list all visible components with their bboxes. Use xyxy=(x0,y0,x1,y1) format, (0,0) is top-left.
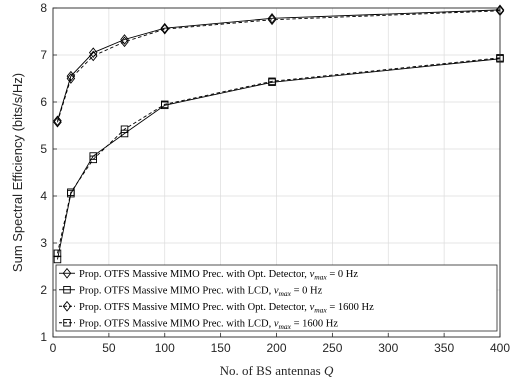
data-point-square xyxy=(120,125,129,134)
series-line xyxy=(57,58,501,260)
legend-marker-square xyxy=(63,319,71,327)
y-tick-label: 8 xyxy=(40,1,47,15)
data-point-diamond xyxy=(53,116,62,128)
data-point-diamond xyxy=(267,14,277,26)
x-axis-label: No. of BS antennas Q xyxy=(220,363,334,378)
x-tick-label: 50 xyxy=(102,341,116,355)
series-layer xyxy=(53,4,505,264)
x-tick-label: 200 xyxy=(266,341,286,355)
x-axis-label-main: No. of BS antennas xyxy=(220,363,324,378)
data-point-diamond xyxy=(66,73,76,84)
data-point-diamond xyxy=(160,23,170,35)
data-point-diamond xyxy=(120,34,129,45)
data-point-diamond xyxy=(88,50,98,62)
y-tick-label: 1 xyxy=(40,330,47,344)
data-point-square xyxy=(53,255,62,264)
y-axis-label: Sum Spectral Efficiency (bits/s/Hz) xyxy=(10,73,25,272)
data-point-diamond xyxy=(120,36,129,48)
data-point-diamond xyxy=(88,47,98,58)
legend-label: Prop. OTFS Massive MIMO Prec. with Opt. … xyxy=(79,269,358,282)
x-tick-label: 0 xyxy=(50,341,57,355)
legend-entry-2: Prop. OTFS Massive MIMO Prec. with LCD, … xyxy=(59,286,323,299)
legend-label: Prop. OTFS Massive MIMO Prec. with Opt. … xyxy=(79,302,374,315)
legend-label: Prop. OTFS Massive MIMO Prec. with LCD, … xyxy=(79,286,323,299)
data-point-diamond xyxy=(66,70,76,82)
series-2 xyxy=(53,55,504,264)
data-point-square xyxy=(120,129,129,138)
y-tick-label: 4 xyxy=(40,189,47,203)
x-axis-label-variable: Q xyxy=(324,363,334,378)
series-line xyxy=(57,9,501,121)
legend-marker-square xyxy=(63,286,71,294)
x-tick-label: 300 xyxy=(378,341,398,355)
data-point-diamond xyxy=(267,13,277,24)
x-tick-label: 350 xyxy=(434,341,454,355)
x-axis-ticks: 0 50 100 150 200 250 300 350 400 xyxy=(50,333,510,355)
series-4 xyxy=(53,54,504,258)
y-axis-ticks: 1 2 3 4 5 6 7 8 xyxy=(40,1,57,344)
y-tick-label: 7 xyxy=(40,48,47,62)
data-point-square xyxy=(53,249,62,258)
data-point-square xyxy=(89,155,97,164)
legend-box xyxy=(55,264,498,332)
x-tick-label: 250 xyxy=(322,341,342,355)
y-tick-label: 5 xyxy=(40,142,47,156)
series-3 xyxy=(53,5,505,128)
data-point-square xyxy=(160,100,169,109)
legend-entry-4: Prop. OTFS Massive MIMO Prec. with LCD, … xyxy=(59,319,338,332)
data-point-diamond xyxy=(53,115,62,127)
legend-marker-diamond xyxy=(62,300,72,312)
y-tick-label: 2 xyxy=(40,283,47,297)
legend-entry-3: Prop. OTFS Massive MIMO Prec. with Opt. … xyxy=(59,300,374,315)
legend: Prop. OTFS Massive MIMO Prec. with Opt. … xyxy=(55,264,498,332)
x-tick-label: 100 xyxy=(155,341,175,355)
legend-label: Prop. OTFS Massive MIMO Prec. with LCD, … xyxy=(79,319,338,332)
x-tick-label: 400 xyxy=(490,341,510,355)
data-point-diamond xyxy=(160,22,170,34)
series-line xyxy=(57,57,501,254)
data-point-square xyxy=(67,188,75,196)
y-tick-label: 6 xyxy=(40,95,47,109)
y-tick-label: 3 xyxy=(40,236,47,250)
legend-entry-1: Prop. OTFS Massive MIMO Prec. with Opt. … xyxy=(59,267,358,282)
legend-marker-diamond xyxy=(62,267,72,279)
x-tick-label: 150 xyxy=(211,341,231,355)
series-line xyxy=(57,10,501,123)
data-point-square xyxy=(268,77,276,86)
